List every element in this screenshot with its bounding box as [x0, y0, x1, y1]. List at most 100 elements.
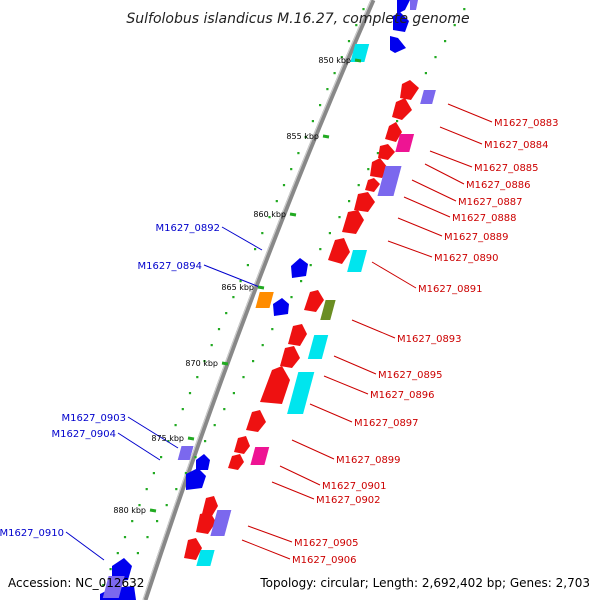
forward-gene-label: M1627_0891: [418, 284, 483, 295]
guide-dot: [160, 456, 163, 459]
guide-dot: [203, 360, 206, 363]
guide-dot: [204, 440, 207, 443]
kbp-ticks: 850 kbp 855 kbp 860 kbp 865 kbp 870 kbp 875 k…: [113, 56, 362, 515]
genes: [100, 0, 436, 600]
reverse-gene-label: M1627_0894: [137, 261, 202, 272]
gene-box: [287, 372, 315, 414]
guide-dot: [261, 232, 264, 235]
gene-arrow: [385, 122, 402, 142]
gene-arrow: [260, 366, 290, 404]
guide-dot: [268, 216, 271, 219]
guide-dot: [232, 392, 235, 395]
kbp-tick-label: 855 kbp: [286, 132, 319, 141]
genome-summary-text: Topology: circular; Length: 2,692,402 bp…: [259, 576, 590, 590]
forward-gene-label: M1627_0905: [294, 538, 359, 549]
gene-arrow: [370, 158, 388, 178]
kbp-tick-label: 850 kbp: [318, 56, 351, 65]
guide-dot: [340, 56, 343, 59]
guide-dot: [463, 8, 466, 11]
gene-arrow: [365, 178, 380, 192]
guide-dot: [453, 24, 456, 27]
gene-arrow: [354, 192, 375, 212]
kbp-tick-label: 875 kbp: [151, 434, 184, 443]
gene-box: [307, 335, 329, 359]
forward-leader-line: [371, 261, 417, 289]
reverse-leader-line: [117, 432, 161, 461]
guide-dot: [156, 520, 159, 523]
accession-text: Accession: NC_012632: [8, 576, 144, 590]
gene-arrow: [378, 144, 395, 160]
gene-box: [255, 292, 274, 308]
guide-dot: [131, 520, 134, 523]
kbp-tick-mark: [187, 436, 195, 441]
guide-dot: [347, 40, 351, 43]
gene-box: [420, 90, 436, 104]
guide-dot: [109, 568, 112, 571]
gene-box: [395, 134, 415, 152]
gene-arrow: [280, 346, 300, 368]
forward-gene-label: M1627_0893: [397, 334, 462, 345]
reverse-leader-line: [221, 226, 263, 251]
forward-leader-line: [424, 163, 465, 185]
gene-box: [102, 576, 125, 598]
forward-leader-line: [447, 103, 493, 123]
kbp-tick-label: 870 kbp: [185, 359, 218, 368]
kbp-tick-label: 860 kbp: [253, 210, 286, 219]
guide-dot: [213, 424, 216, 427]
guide-dot: [196, 376, 199, 379]
forward-leader-line: [279, 465, 321, 486]
reverse-gene-label: M1627_0903: [61, 413, 126, 424]
forward-leader-line: [429, 150, 473, 168]
guide-dot: [319, 104, 322, 107]
guide-dot: [396, 120, 399, 123]
gene-arrow: [288, 324, 307, 346]
forward-gene-label: M1627_0890: [434, 253, 499, 264]
kbp-tick-mark: [289, 212, 297, 217]
gene-arrow: [196, 454, 210, 470]
gene-arrow: [397, 0, 410, 14]
forward-gene-label: M1627_0885: [474, 163, 539, 174]
guide-dot: [376, 152, 379, 155]
guide-dot: [225, 312, 228, 315]
forward-leader-line: [323, 375, 369, 395]
forward-gene-label: M1627_0901: [322, 481, 387, 492]
guide-dot: [261, 344, 264, 347]
kbp-tick-mark: [149, 508, 157, 513]
forward-gene-label: M1627_0897: [354, 418, 419, 429]
gene-box: [210, 510, 232, 536]
label-leader-lines: [65, 103, 493, 561]
guide-dot: [145, 488, 148, 491]
gene-arrow: [304, 290, 324, 312]
guide-dot: [184, 472, 187, 475]
forward-gene-label: M1627_0899: [336, 455, 401, 466]
guide-dot: [152, 472, 155, 475]
guide-dot: [328, 232, 331, 235]
guide-dot: [333, 72, 336, 75]
guide-dot: [188, 392, 192, 395]
gene-labels: M1627_0883 M1627_0884 M1627_0885 M1627_0886…: [0, 118, 559, 566]
forward-leader-line: [309, 403, 353, 423]
guide-dot: [275, 200, 278, 203]
gene-arrow: [342, 210, 364, 234]
gene-box: [347, 250, 368, 272]
guide-dot: [123, 536, 127, 539]
guide-dot: [362, 8, 365, 11]
forward-gene-label: M1627_0902: [316, 495, 381, 506]
guide-dot: [348, 200, 351, 203]
gene-arrow: [184, 538, 202, 560]
guide-dot: [174, 424, 177, 427]
forward-leader-line: [351, 319, 396, 339]
kbp-tick-mark: [322, 134, 330, 139]
genome-backbone: [142, 0, 376, 600]
tick-dots: [102, 8, 466, 587]
forward-leader-line: [271, 481, 315, 500]
guide-dot: [444, 40, 447, 43]
guide-dot: [271, 328, 274, 331]
guide-dot: [116, 552, 119, 555]
guide-dot: [290, 296, 293, 299]
guide-dot: [102, 584, 105, 587]
kbp-tick-label: 865 kbp: [221, 283, 254, 292]
guide-dot: [136, 552, 139, 555]
gene-arrow: [328, 238, 350, 264]
forward-leader-line: [333, 355, 377, 375]
